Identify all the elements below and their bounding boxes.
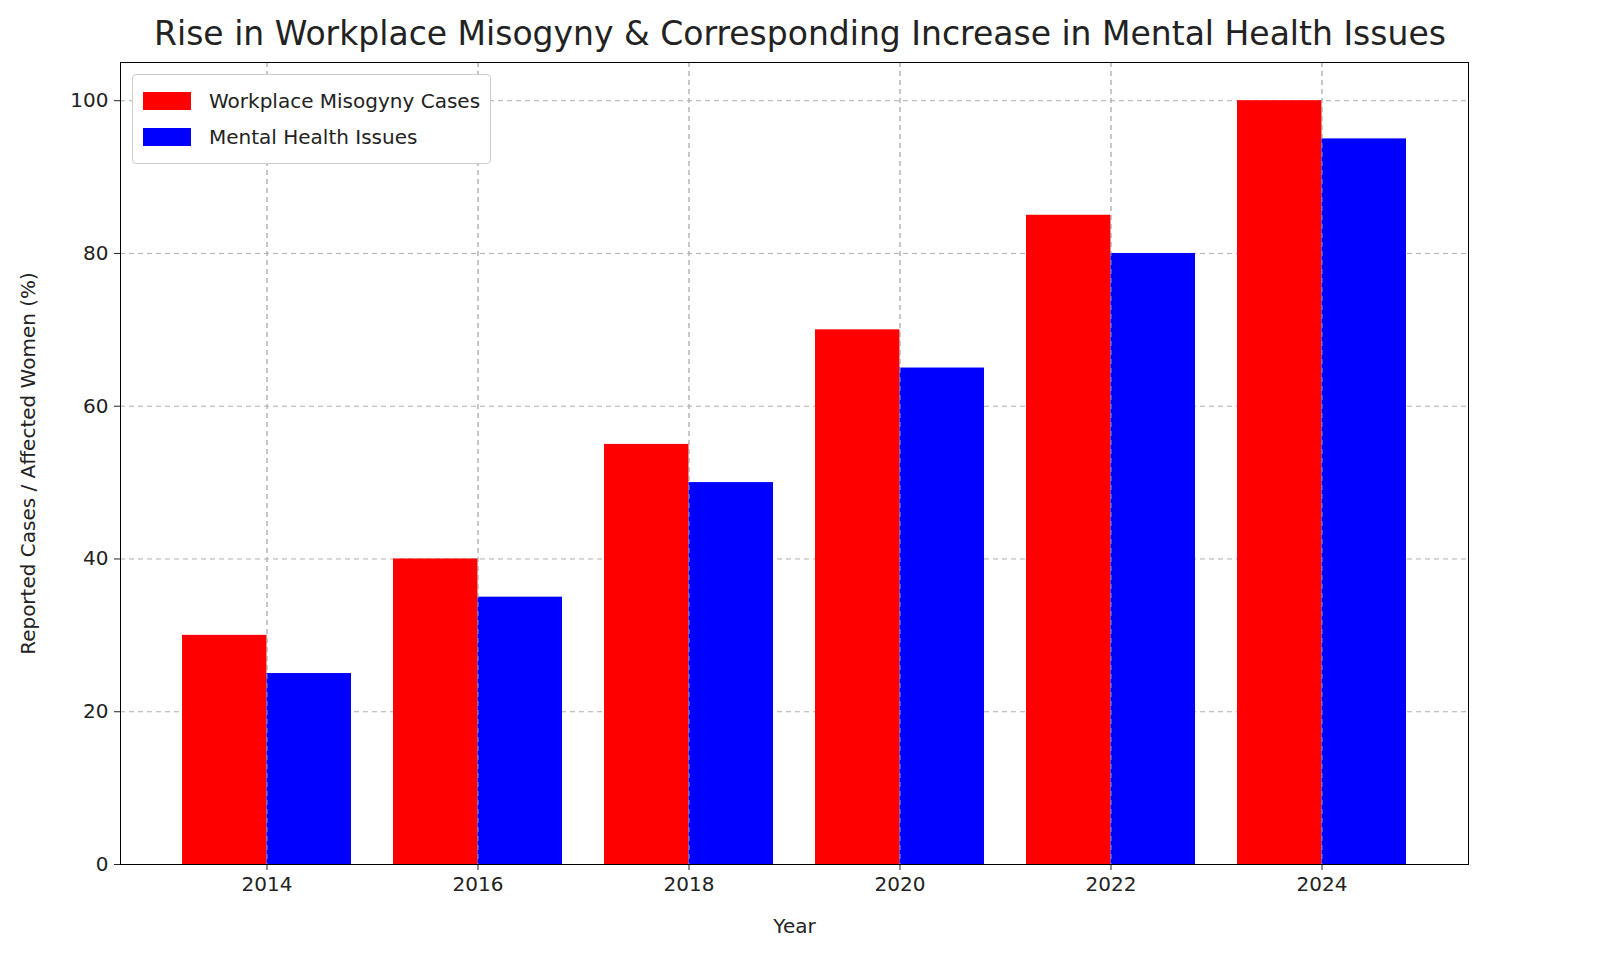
svg-text:Reported Cases / Affected Wome: Reported Cases / Affected Women (%) <box>16 272 40 655</box>
svg-text:60: 60 <box>83 394 108 418</box>
svg-text:2018: 2018 <box>664 872 715 896</box>
svg-text:80: 80 <box>83 241 108 265</box>
html-text:Workplace Misogyny Cases: Workplace Misogyny Cases <box>209 89 480 113</box>
svg-text:20: 20 <box>83 699 108 723</box>
svg-text:40: 40 <box>83 546 108 570</box>
svg-text:2016: 2016 <box>453 872 504 896</box>
svg-text:100: 100 <box>70 88 108 112</box>
svg-text:2020: 2020 <box>875 872 926 896</box>
svg-text:2014: 2014 <box>242 872 293 896</box>
svg-text:2022: 2022 <box>1086 872 1137 896</box>
svg-text:2024: 2024 <box>1297 872 1348 896</box>
svg-text:0: 0 <box>96 852 109 876</box>
svg-text:Year: Year <box>772 914 816 938</box>
html-text:Rise in Workplace Misogyny & C: Rise in Workplace Misogyny & Correspondi… <box>154 14 1446 53</box>
html-text:Mental Health Issues: Mental Health Issues <box>209 125 418 149</box>
